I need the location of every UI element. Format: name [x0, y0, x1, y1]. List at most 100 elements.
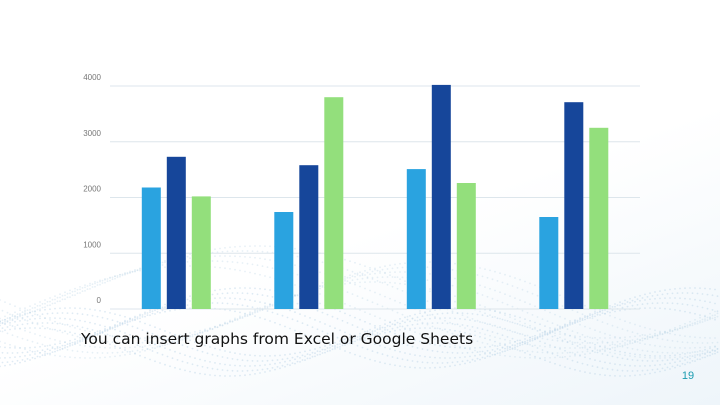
- decor-dot: [366, 332, 369, 334]
- decor-dot: [606, 354, 609, 357]
- decor-dot: [9, 303, 11, 306]
- decor-dot: [674, 326, 676, 329]
- decor-dot: [531, 292, 534, 295]
- decor-dot: [404, 365, 406, 368]
- decor-dot: [399, 334, 401, 337]
- decor-dot: [229, 287, 231, 290]
- decor-dot: [64, 344, 66, 347]
- decor-dot: [261, 265, 264, 267]
- decor-dot: [576, 311, 579, 314]
- decor-dot: [661, 293, 664, 296]
- decor-dot: [54, 302, 56, 305]
- decor-dot: [689, 324, 691, 327]
- decor-dot: [504, 350, 506, 353]
- decor-dot: [659, 297, 661, 300]
- decor-dot: [114, 355, 116, 358]
- decor-dot: [186, 298, 189, 301]
- decor-dot: [119, 335, 121, 338]
- decor-dot: [296, 302, 299, 305]
- decor-dot: [376, 334, 379, 336]
- decor-dot: [509, 295, 511, 297]
- decor-dot: [496, 352, 499, 355]
- decor-dot: [356, 338, 359, 341]
- decor-dot: [116, 276, 119, 279]
- decor-dot: [469, 328, 471, 331]
- decor-dot: [211, 328, 214, 331]
- decor-dot: [316, 350, 319, 353]
- decor-dot: [594, 359, 596, 361]
- decor-dot: [676, 358, 679, 360]
- decor-dot: [619, 350, 621, 353]
- decor-dot: [554, 334, 556, 337]
- decor-dot: [394, 271, 396, 273]
- decor-dot: [404, 283, 406, 286]
- decor-dot: [686, 292, 689, 294]
- decor-dot: [416, 360, 419, 363]
- decor-dot: [409, 320, 411, 323]
- decor-dot: [244, 287, 246, 289]
- decor-dot: [184, 333, 186, 335]
- decor-dot: [704, 300, 706, 303]
- decor-dot: [384, 272, 386, 275]
- decor-dot: [21, 311, 24, 313]
- decor-dot: [59, 348, 61, 351]
- decor-dot: [79, 286, 81, 288]
- decor-dot: [129, 317, 131, 320]
- decor-dot: [231, 261, 234, 263]
- y-tick-label: 1000: [83, 240, 101, 249]
- decor-dot: [714, 318, 716, 321]
- decor-dot: [234, 287, 236, 290]
- decor-dot: [314, 337, 316, 340]
- decor-dot: [259, 309, 261, 312]
- decor-dot: [31, 307, 34, 309]
- decor-dot: [536, 347, 539, 349]
- decor-dot: [331, 345, 334, 348]
- decor-dot: [164, 310, 166, 313]
- decor-dot: [586, 350, 589, 353]
- decor-dot: [561, 340, 564, 343]
- decor-dot: [614, 363, 616, 365]
- decor-dot: [379, 293, 381, 296]
- decor-dot: [91, 338, 94, 341]
- decor-dot: [236, 292, 239, 294]
- decor-dot: [246, 305, 249, 308]
- decor-dot: [649, 307, 651, 309]
- decor-dot: [14, 345, 16, 348]
- decor-dot: [194, 333, 196, 336]
- decor-dot: [314, 348, 316, 350]
- decor-dot: [456, 352, 459, 354]
- decor-dot: [426, 361, 429, 364]
- decor-dot: [524, 280, 526, 283]
- decor-dot: [4, 329, 6, 332]
- decor-dot: [219, 323, 221, 326]
- decor-dot: [544, 309, 546, 312]
- decor-dot: [669, 362, 671, 365]
- decor-dot: [529, 338, 531, 341]
- decor-dot: [74, 341, 76, 344]
- decor-dot: [269, 303, 271, 306]
- decor-dot: [339, 343, 341, 345]
- decor-dot: [496, 299, 499, 302]
- decor-dot: [19, 307, 21, 310]
- decor-dot: [369, 266, 371, 269]
- decor-dot: [66, 343, 69, 345]
- decor-dot: [609, 344, 611, 347]
- decor-dot: [604, 309, 606, 311]
- decor-dot: [374, 360, 376, 362]
- decor-dot: [14, 356, 16, 358]
- decor-dot: [319, 287, 321, 290]
- decor-dot: [301, 359, 304, 361]
- decor-dot: [226, 322, 229, 325]
- decor-dot: [261, 294, 264, 296]
- decor-dot: [414, 331, 416, 333]
- decor-dot: [491, 324, 494, 327]
- decor-dot: [239, 315, 241, 318]
- decor-dot: [586, 342, 589, 344]
- decor-dot: [704, 314, 706, 317]
- decor-dot: [519, 339, 521, 342]
- decor-dot: [549, 361, 551, 363]
- decor-dot: [631, 331, 634, 334]
- decor-dot: [526, 334, 529, 337]
- decor-dot: [411, 317, 414, 320]
- decor-dot: [9, 343, 11, 346]
